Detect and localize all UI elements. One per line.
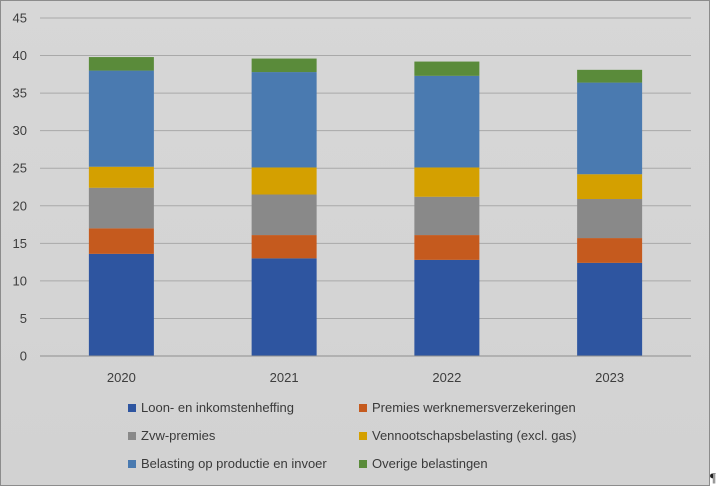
legend-label: Premies werknemersverzekeringen [372, 400, 576, 415]
y-tick-label: 30 [13, 123, 27, 138]
legend-item: Loon- en inkomstenheffing [128, 400, 294, 415]
bar-segment [88, 228, 154, 254]
bar-segment [251, 72, 317, 168]
legend-swatch [128, 431, 136, 440]
y-tick-label: 15 [13, 236, 27, 251]
bar-segment [577, 69, 643, 83]
legend-label: Vennootschapsbelasting (excl. gas) [372, 428, 577, 443]
y-tick-label: 35 [13, 86, 27, 101]
y-tick-label: 20 [13, 198, 27, 213]
bar-segment [414, 75, 480, 168]
bar-stack-2022 [414, 61, 480, 356]
bar-segment [88, 187, 154, 229]
bar-stack-2021 [251, 58, 317, 356]
x-tick-label: 2022 [432, 370, 461, 385]
bar-stack-2020 [88, 57, 154, 356]
bar-segment [414, 196, 480, 236]
axes: 0 5 10 15 20 25 30 35 40 45 2020 2021 2022 2023 [13, 11, 691, 385]
legend-item: Belasting op productie en invoer [128, 456, 327, 471]
bar-segment [251, 258, 317, 356]
legend-swatch [359, 459, 367, 468]
bar-segment [414, 167, 480, 197]
bar-segment [251, 58, 317, 73]
legend-item: Premies werknemersverzekeringen [359, 400, 576, 415]
legend-swatch [128, 403, 136, 412]
y-tick-label: 25 [13, 161, 27, 176]
bar-segment [577, 82, 643, 175]
x-tick-label: 2021 [270, 370, 299, 385]
legend-item: Overige belastingen [359, 456, 488, 471]
legend-swatch [359, 403, 367, 412]
bar-segment [88, 253, 154, 356]
bar-segment [414, 235, 480, 260]
y-tick-label: 0 [20, 349, 27, 364]
bar-segment [414, 61, 480, 76]
legend-swatch [359, 431, 367, 440]
bar-segment [577, 238, 643, 263]
bar-segment [577, 199, 643, 239]
bar-segment [88, 166, 154, 188]
y-tick-label: 10 [13, 273, 27, 288]
legend-label: Belasting op productie en invoer [141, 456, 327, 471]
bar-segment [251, 194, 317, 236]
paragraph-mark: ¶ [710, 470, 716, 485]
legend-label: Loon- en inkomstenheffing [141, 400, 294, 415]
bar-segment [251, 235, 317, 259]
legend-item: Vennootschapsbelasting (excl. gas) [359, 428, 577, 443]
legend-swatch [128, 459, 136, 468]
bar-segment [577, 174, 643, 200]
bar-stack-2023 [577, 69, 643, 356]
bar-segment [88, 70, 154, 167]
y-tick-label: 40 [13, 48, 27, 63]
x-tick-label: 2023 [595, 370, 624, 385]
legend-label: Overige belastingen [372, 456, 488, 471]
bar-segment [577, 262, 643, 356]
chart-legend: Loon- en inkomstenheffing Premies werknem… [0, 398, 710, 484]
bar-segment [88, 57, 154, 71]
bar-segment [251, 167, 317, 195]
bar-segment [414, 259, 480, 356]
bars [88, 57, 643, 356]
legend-label: Zvw-premies [141, 428, 216, 443]
y-tick-label: 45 [13, 11, 27, 26]
y-tick-label: 5 [20, 311, 27, 326]
legend-item: Zvw-premies [128, 428, 215, 443]
x-tick-label: 2020 [107, 370, 136, 385]
